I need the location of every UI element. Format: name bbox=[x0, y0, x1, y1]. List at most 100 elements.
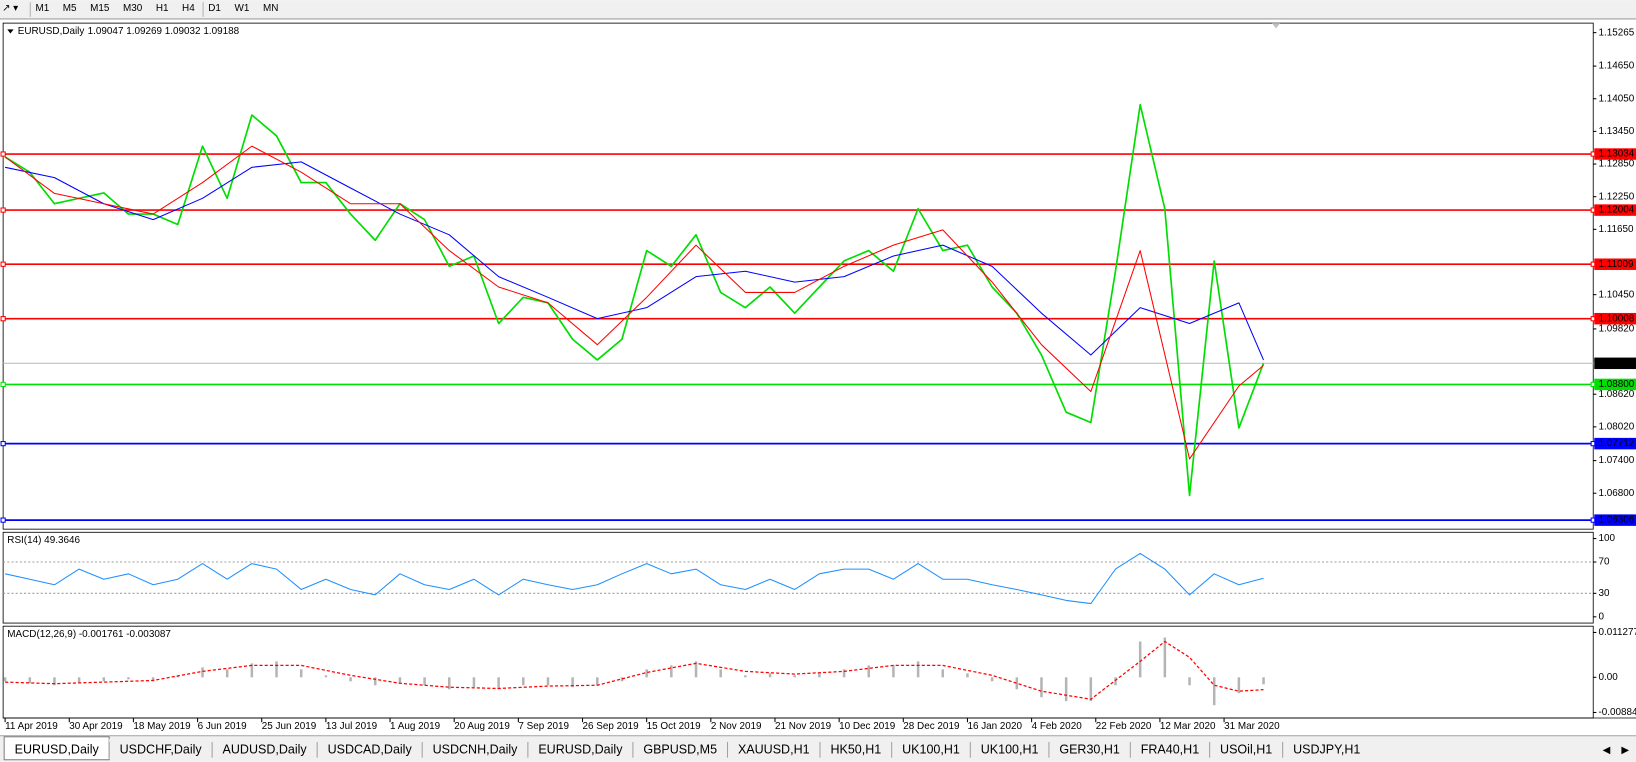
timeframe-button[interactable]: M15 bbox=[90, 3, 110, 14]
x-tick-label: 11 Apr 2019 bbox=[5, 721, 58, 732]
level-price-label: 1.11009 bbox=[1598, 259, 1634, 270]
chart-tab[interactable]: XAUUSD,H1 bbox=[726, 738, 821, 759]
tab-label[interactable]: HK50,H1 bbox=[830, 743, 881, 757]
tab-label[interactable]: USDCAD,Daily bbox=[328, 743, 413, 757]
histogram-bar bbox=[349, 677, 352, 682]
level-price-tag bbox=[1594, 258, 1636, 270]
y-tick-label: 1.15265 bbox=[1598, 27, 1634, 38]
y-tick-label: 100 bbox=[1598, 533, 1615, 544]
histogram-bar bbox=[941, 669, 945, 678]
chart-tab[interactable]: GBPUSD,M5 bbox=[632, 738, 728, 759]
series-line bbox=[5, 161, 1264, 361]
tab-label[interactable]: AUDUSD,Daily bbox=[223, 743, 308, 757]
tab-label[interactable]: USDCHF,Daily bbox=[120, 743, 203, 757]
histogram-bar bbox=[719, 669, 722, 678]
tab-background bbox=[632, 738, 728, 759]
tab-label[interactable]: XAUUSD,H1 bbox=[738, 743, 810, 757]
tab-label[interactable]: UK100,H1 bbox=[902, 743, 960, 757]
tab-scroll-left[interactable]: ◀ bbox=[1603, 745, 1611, 756]
x-tick-label: 12 Mar 2020 bbox=[1160, 721, 1216, 732]
histogram-bar bbox=[990, 677, 994, 682]
main-panel-frame bbox=[2, 22, 1594, 530]
histogram-bar bbox=[966, 673, 969, 678]
timeframe-button[interactable]: M1 bbox=[35, 3, 49, 14]
series-line bbox=[4, 145, 1264, 460]
chart-tab[interactable]: AUDUSD,Daily bbox=[211, 738, 318, 759]
series-line bbox=[5, 640, 1264, 700]
y-tick-label: 0.00 bbox=[1598, 672, 1618, 683]
histogram-bar bbox=[818, 673, 821, 678]
chart-tab[interactable]: HK50,H1 bbox=[819, 738, 892, 759]
histogram-bar bbox=[398, 677, 402, 684]
chart-tab[interactable]: GER30,H1 bbox=[1048, 738, 1131, 759]
level-price-tag bbox=[1594, 514, 1636, 526]
timeframe-button[interactable]: M5 bbox=[63, 3, 77, 14]
tab-label[interactable]: EURUSD,Daily bbox=[15, 743, 100, 757]
tab-background bbox=[727, 738, 821, 759]
chart-tab[interactable]: EURUSD,Daily bbox=[527, 738, 633, 759]
x-tick-label: 13 Jul 2019 bbox=[326, 721, 378, 732]
histogram-bar bbox=[694, 661, 698, 678]
y-tick-label: 1.14050 bbox=[1598, 93, 1634, 104]
tab-label[interactable]: GER30,H1 bbox=[1059, 743, 1120, 757]
tab-label[interactable]: USDJPY,H1 bbox=[1293, 743, 1360, 757]
histogram-bar bbox=[448, 677, 451, 690]
x-tick-label: 22 Feb 2020 bbox=[1096, 721, 1152, 732]
tab-label[interactable]: UK100,H1 bbox=[981, 743, 1039, 757]
rsi-panel-frame bbox=[2, 531, 1594, 624]
chart-tab[interactable]: USDCAD,Daily bbox=[316, 738, 423, 759]
y-tick-label: 1.13450 bbox=[1598, 126, 1634, 137]
x-tick-label: 18 May 2019 bbox=[133, 721, 191, 732]
tab-background bbox=[109, 738, 213, 759]
tab-scroll-right[interactable]: ▶ bbox=[1621, 745, 1629, 756]
chart-tab[interactable]: USDCHF,Daily bbox=[108, 738, 213, 759]
tab-label[interactable]: USOil,H1 bbox=[1220, 743, 1272, 757]
tab-background bbox=[970, 738, 1049, 759]
histogram-bar bbox=[596, 677, 599, 686]
tab-background bbox=[1048, 738, 1131, 759]
histogram-bar bbox=[571, 677, 574, 688]
chart-tab[interactable]: FRA40,H1 bbox=[1129, 738, 1210, 759]
tab-background bbox=[1282, 738, 1371, 759]
level-handle bbox=[0, 151, 6, 157]
chart-tab[interactable]: UK100,H1 bbox=[969, 738, 1049, 759]
chart-tab[interactable]: USOil,H1 bbox=[1209, 738, 1283, 759]
y-tick-label: 30 bbox=[1598, 588, 1610, 599]
chart-tab[interactable]: EURUSD,Daily bbox=[3, 736, 110, 761]
y-tick-label: 1.10450 bbox=[1598, 289, 1634, 300]
histogram-bar bbox=[1114, 677, 1117, 686]
timeframe-button[interactable]: M30 bbox=[123, 3, 143, 14]
histogram-bar bbox=[916, 661, 920, 678]
timeframe-button[interactable]: D1 bbox=[208, 3, 221, 14]
timeframe-button[interactable]: H1 bbox=[156, 3, 169, 14]
chart-tab[interactable]: USDCNH,Daily bbox=[421, 738, 528, 759]
level-handle bbox=[0, 441, 6, 447]
y-tick-label: 1.08620 bbox=[1598, 389, 1634, 400]
chart-tab[interactable]: UK100,H1 bbox=[891, 738, 971, 759]
histogram-bar bbox=[423, 677, 426, 686]
level-price-tag bbox=[1594, 378, 1636, 391]
y-tick-label: 0 bbox=[1598, 611, 1604, 622]
level-price-label: 1.12004 bbox=[1598, 205, 1634, 216]
x-tick-label: 30 Apr 2019 bbox=[69, 721, 123, 732]
y-tick-label: 70 bbox=[1598, 557, 1610, 568]
tab-label[interactable]: EURUSD,Daily bbox=[538, 743, 623, 757]
timeframe-button[interactable]: H4 bbox=[182, 3, 195, 14]
header-arrow bbox=[7, 29, 14, 34]
tab-label[interactable]: USDCNH,Daily bbox=[433, 743, 519, 757]
histogram-bar bbox=[892, 665, 895, 678]
tab-label[interactable]: FRA40,H1 bbox=[1141, 743, 1199, 757]
level-handle bbox=[0, 261, 6, 267]
timeframe-button[interactable]: W1 bbox=[235, 3, 250, 14]
rsi-title: RSI(14) 49.3646 bbox=[7, 535, 80, 546]
timeframe-button[interactable]: MN bbox=[263, 3, 278, 14]
level-price-label: 1.08800 bbox=[1598, 379, 1634, 390]
level-handle bbox=[0, 517, 6, 523]
tab-label[interactable]: GBPUSD,M5 bbox=[643, 743, 717, 757]
x-tick-label: 31 Mar 2020 bbox=[1224, 721, 1280, 732]
y-tick-label: 1.08020 bbox=[1598, 421, 1634, 432]
histogram-bar bbox=[28, 677, 32, 684]
chart-tab[interactable]: USDJPY,H1 bbox=[1282, 738, 1371, 759]
